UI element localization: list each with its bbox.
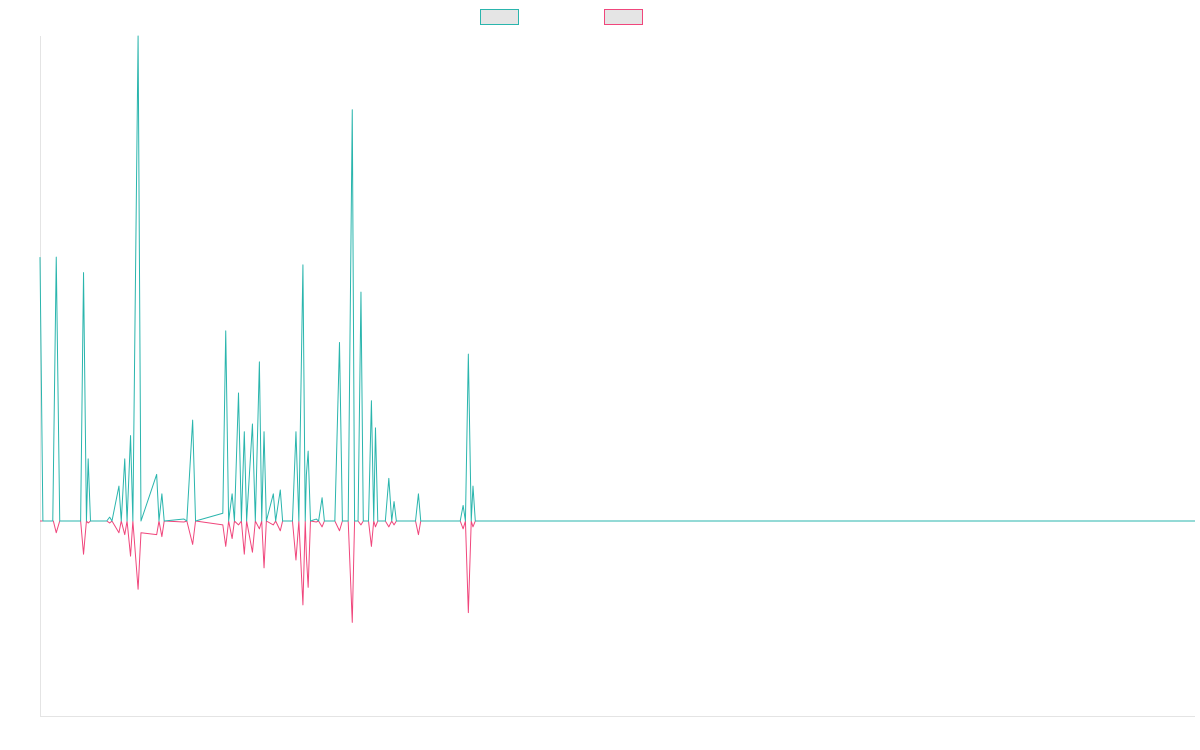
series-line-2 bbox=[40, 520, 1195, 623]
legend-swatch-series-1[interactable] bbox=[480, 9, 519, 25]
legend-swatch-series-2[interactable] bbox=[604, 9, 643, 25]
series-layer bbox=[39, 35, 1195, 623]
series-line-1 bbox=[39, 35, 1195, 522]
